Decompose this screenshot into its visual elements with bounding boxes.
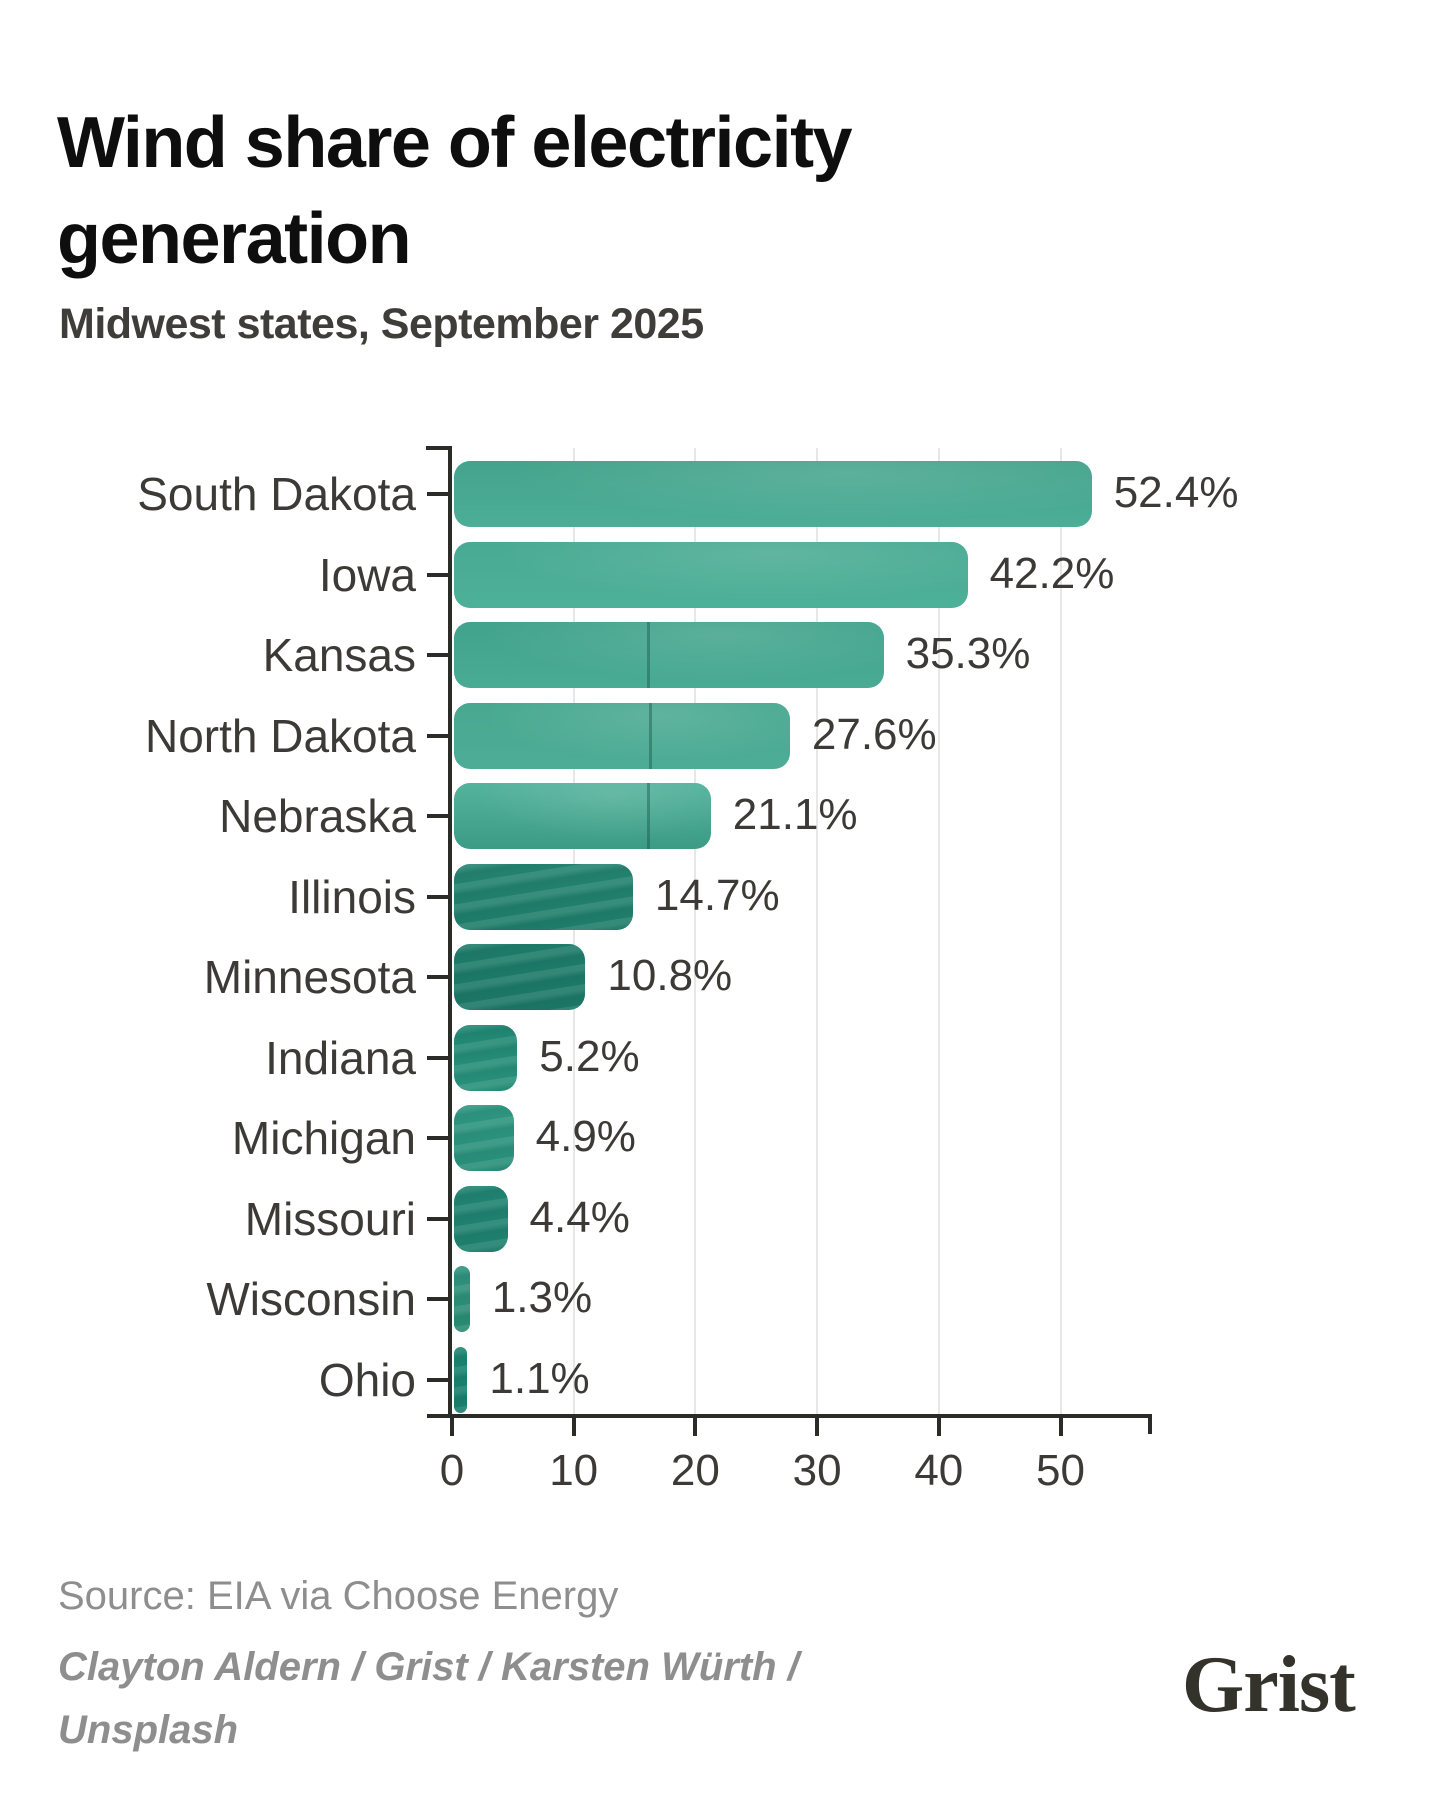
value-label: 4.9%: [535, 1112, 636, 1161]
gridline: [572, 448, 575, 1414]
value-label: 21.1%: [732, 790, 858, 839]
bar: [454, 783, 711, 849]
x-axis-tick: [936, 1414, 941, 1436]
value-label: 1.3%: [491, 1273, 593, 1322]
category-tick: [427, 1297, 449, 1301]
category-label: Indiana: [265, 1031, 416, 1084]
x-axis-tick: [571, 1414, 576, 1436]
category-tick: [427, 894, 449, 899]
x-axis-tick: [693, 1414, 698, 1436]
category-tick: [427, 1377, 449, 1382]
wind-turbine-mast: [646, 783, 650, 849]
grist-logo: Grist: [1182, 1641, 1356, 1729]
value-label: 52.4%: [1113, 468, 1239, 517]
category-tick: [427, 1055, 449, 1060]
category-label: Kansas: [262, 629, 416, 681]
x-axis-tick-label: 20: [670, 1446, 720, 1495]
value-label: 14.7%: [654, 870, 780, 920]
bar-texture: [454, 1024, 518, 1091]
bar-texture: [454, 541, 968, 608]
bar: [454, 1024, 518, 1091]
category-tick: [427, 814, 449, 818]
x-axis-tick: [1058, 1414, 1063, 1436]
value-label: 4.4%: [529, 1192, 630, 1242]
x-axis-tick-label: 50: [1036, 1446, 1085, 1495]
category-tick: [427, 572, 449, 577]
bar-texture: [454, 622, 884, 688]
x-axis-line: [427, 1414, 1152, 1418]
category-tick: [427, 733, 449, 738]
bar: [454, 1346, 468, 1413]
credit-text: Clayton Aldern / Grist / Karsten Würth /…: [58, 1636, 799, 1762]
source-text: Source: EIA via Choose Energy: [58, 1574, 619, 1618]
category-label: South Dakota: [137, 468, 416, 520]
x-axis-tick-label: 40: [914, 1446, 964, 1495]
category-label: Ohio: [318, 1353, 416, 1406]
bar-texture: [454, 1266, 470, 1332]
bar-texture: [454, 1185, 508, 1252]
category-label: North Dakota: [144, 709, 416, 762]
category-label: Missouri: [244, 1192, 416, 1245]
category-label: Wisconsin: [206, 1273, 416, 1325]
category-label: Illinois: [288, 870, 416, 923]
bar: [454, 863, 633, 930]
gridline: [816, 448, 819, 1414]
category-label: Iowa: [318, 548, 416, 601]
bar: [454, 541, 968, 608]
credit-line-2: Unsplash: [58, 1707, 239, 1752]
bar-texture: [454, 944, 586, 1010]
bar-texture: [454, 702, 790, 769]
x-axis-tick-label: 0: [439, 1446, 465, 1495]
bar-texture: [454, 461, 1092, 527]
y-axis-top-cap: [426, 446, 452, 450]
category-tick: [427, 1216, 449, 1221]
gridline: [1059, 448, 1062, 1414]
value-label: 5.2%: [539, 1031, 640, 1081]
credit-line-1: Clayton Aldern / Grist / Karsten Würth /: [58, 1645, 799, 1689]
y-axis-line: [448, 448, 452, 1418]
value-label: 10.8%: [607, 951, 733, 1000]
value-label: 42.2%: [989, 548, 1115, 598]
x-axis-end-cap: [1148, 1414, 1152, 1434]
value-label: 27.6%: [811, 709, 937, 759]
bar: [454, 622, 884, 688]
value-label: 35.3%: [905, 629, 1031, 678]
category-label: Minnesota: [203, 951, 416, 1003]
chart-title: Wind share of electricity generation: [57, 103, 853, 279]
x-axis-tick: [450, 1414, 454, 1436]
gridline: [694, 448, 697, 1414]
category-label: Nebraska: [219, 790, 416, 842]
category-tick: [427, 975, 449, 979]
bar: [454, 461, 1092, 527]
bar-texture: [454, 1105, 514, 1171]
x-axis-tick: [815, 1414, 820, 1436]
bar-texture: [454, 783, 711, 849]
bar: [454, 1185, 508, 1252]
wind-turbine-mast: [647, 622, 651, 688]
category-tick: [427, 1136, 449, 1140]
bar: [454, 944, 586, 1010]
x-axis-tick-label: 30: [792, 1446, 842, 1495]
bar-texture: [454, 863, 633, 930]
bar: [454, 702, 790, 769]
wind-turbine-mast: [648, 702, 652, 769]
bar: [454, 1105, 514, 1171]
category-tick: [427, 653, 449, 657]
category-tick: [427, 492, 449, 496]
value-label: 1.1%: [489, 1353, 590, 1403]
x-axis-tick-label: 10: [549, 1446, 599, 1495]
gridline: [937, 448, 940, 1414]
bar-texture: [454, 1346, 468, 1413]
chart-subtitle: Midwest states, September 2025: [59, 299, 704, 348]
category-label: Michigan: [231, 1112, 416, 1164]
bar: [454, 1266, 470, 1332]
